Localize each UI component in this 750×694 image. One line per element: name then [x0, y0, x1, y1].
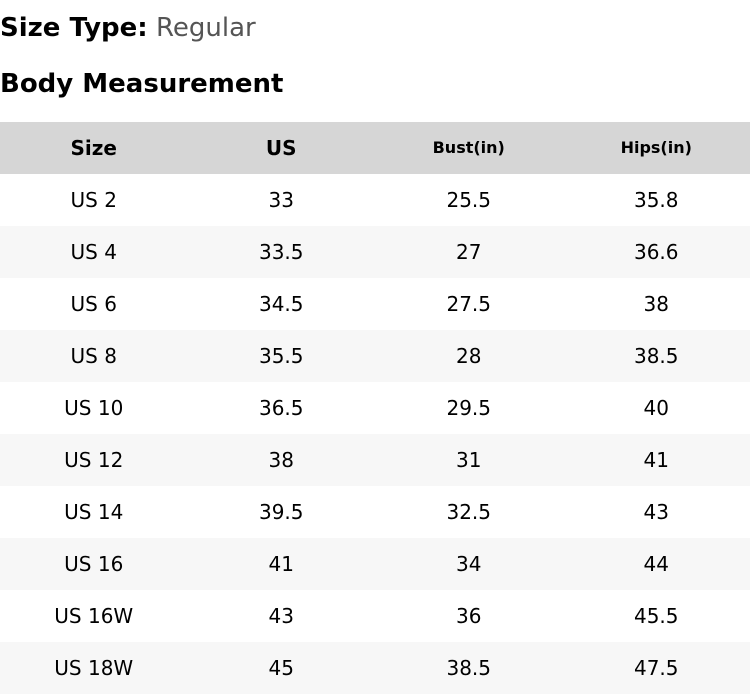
- header-us: US: [265, 136, 297, 160]
- header-hips: Hips(in): [620, 138, 692, 157]
- table-row: US 2 33 25.5 35.8: [0, 174, 750, 226]
- cell-size: US 16: [64, 552, 124, 576]
- cell-size: US 14: [64, 500, 124, 524]
- size-type-label: Size Type:: [0, 13, 148, 43]
- table-row: US 10 36.5 29.5 40: [0, 382, 750, 434]
- cell-us: 38: [268, 448, 294, 472]
- cell-bust: 25.5: [446, 188, 492, 212]
- cell-hips: 40: [643, 396, 669, 420]
- cell-us: 33: [268, 188, 294, 212]
- table-row: US 12 38 31 41: [0, 434, 750, 486]
- size-type-line: Size Type: Regular: [0, 10, 256, 46]
- cell-us: 39.5: [258, 500, 304, 524]
- cell-us: 34.5: [258, 292, 304, 316]
- table-body: US 2 33 25.5 35.8 US 4 33.5 27 36.6 US 6 34.5 27.5…: [0, 174, 750, 694]
- cell-size: US 10: [64, 396, 124, 420]
- cell-bust: 31: [456, 448, 482, 472]
- cell-us: 45: [268, 656, 294, 680]
- cell-size: US 8: [70, 344, 117, 368]
- cell-bust: 34: [456, 552, 482, 576]
- table-row: US 16 41 34 44: [0, 538, 750, 590]
- cell-hips: 36.6: [633, 240, 679, 264]
- table-row: US 18W 45 38.5 47.5: [0, 642, 750, 694]
- cell-bust: 32.5: [446, 500, 492, 524]
- cell-us: 43: [268, 604, 294, 628]
- cell-hips: 38: [643, 292, 669, 316]
- cell-hips: 38.5: [633, 344, 679, 368]
- cell-us: 36.5: [258, 396, 304, 420]
- body-measurement-heading: Body Measurement: [0, 69, 284, 99]
- cell-size: US 4: [70, 240, 117, 264]
- header-size: Size: [70, 136, 117, 160]
- cell-hips: 47.5: [633, 656, 679, 680]
- header-bust: Bust(in): [432, 138, 505, 157]
- cell-bust: 38.5: [446, 656, 492, 680]
- cell-size: US 16W: [54, 604, 134, 628]
- cell-hips: 44: [643, 552, 669, 576]
- cell-bust: 29.5: [446, 396, 492, 420]
- cell-bust: 27.5: [446, 292, 492, 316]
- cell-hips: 41: [643, 448, 669, 472]
- cell-bust: 28: [456, 344, 482, 368]
- table-header-row: Size US Bust(in) Hips(in): [0, 122, 750, 174]
- cell-bust: 36: [456, 604, 482, 628]
- cell-size: US 18W: [54, 656, 134, 680]
- table-row: US 4 33.5 27 36.6: [0, 226, 750, 278]
- cell-hips: 45.5: [633, 604, 679, 628]
- table-row: US 16W 43 36 45.5: [0, 590, 750, 642]
- table-row: US 8 35.5 28 38.5: [0, 330, 750, 382]
- cell-us: 41: [268, 552, 294, 576]
- cell-bust: 27: [456, 240, 482, 264]
- cell-size: US 2: [70, 188, 117, 212]
- table-row: US 14 39.5 32.5 43: [0, 486, 750, 538]
- size-table: Size US Bust(in) Hips(in) US 2 33 25.5 35.8…: [0, 122, 750, 694]
- cell-size: US 6: [70, 292, 117, 316]
- table-row: US 6 34.5 27.5 38: [0, 278, 750, 330]
- cell-hips: 43: [643, 500, 669, 524]
- size-type-value: Regular: [155, 13, 256, 43]
- cell-us: 35.5: [258, 344, 304, 368]
- cell-hips: 35.8: [633, 188, 679, 212]
- cell-size: US 12: [64, 448, 124, 472]
- cell-us: 33.5: [258, 240, 304, 264]
